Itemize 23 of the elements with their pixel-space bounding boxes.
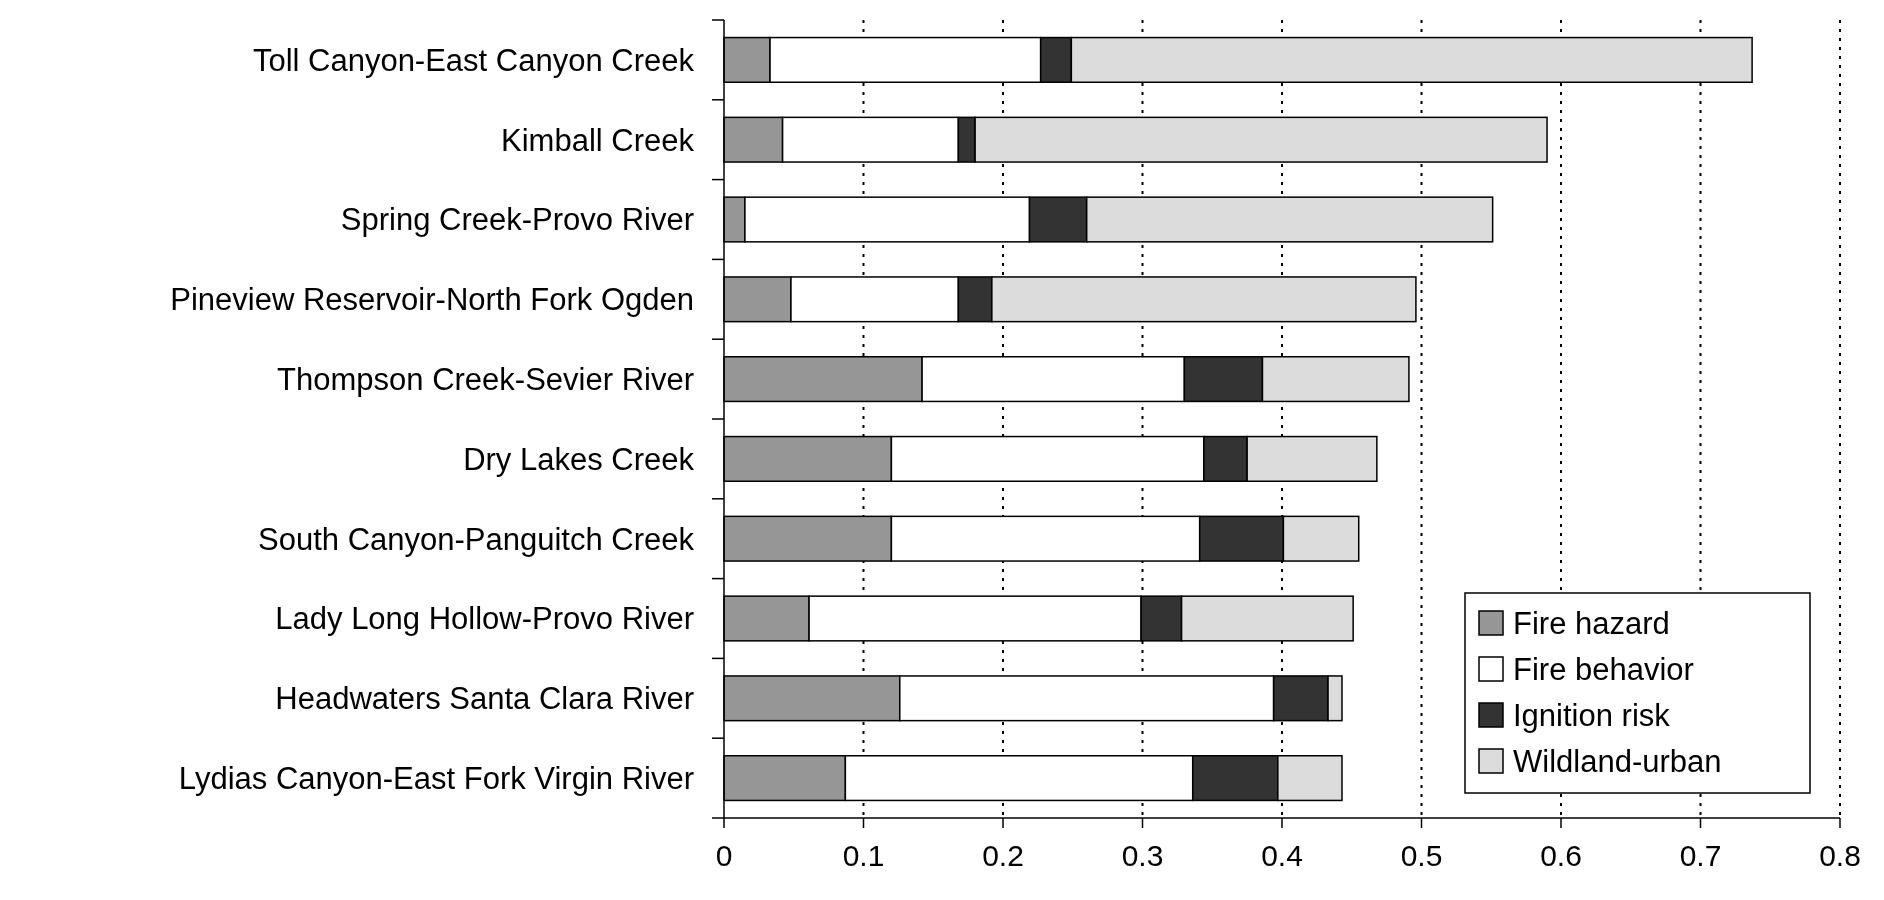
x-tick-label: 0.4 [1261, 839, 1303, 872]
x-tick-label: 0.1 [842, 839, 885, 872]
y-tick-label: Toll Canyon-East Canyon Creek [252, 42, 695, 78]
y-tick-label: Spring Creek-Provo River [340, 202, 694, 238]
legend-label: Fire hazard [1513, 605, 1670, 641]
y-tick-label: Kimball Creek [501, 122, 695, 158]
x-tick-label: 0 [715, 839, 733, 872]
y-tick-label: Thompson Creek-Sevier River [277, 361, 694, 397]
y-tick-label: Dry Lakes Creek [463, 441, 695, 477]
x-tick-label: 0.7 [1679, 839, 1722, 872]
x-tick-label: 0.5 [1400, 839, 1443, 872]
legend-label: Wildland-urban [1513, 743, 1722, 779]
y-tick-label: Lydias Canyon-East Fork Virgin River [178, 760, 694, 796]
y-tick-label: Headwaters Santa Clara River [275, 681, 694, 717]
y-tick-label: Pineview Reservoir-North Fork Ogden [170, 282, 694, 318]
y-tick-label: Lady Long Hollow-Provo River [275, 601, 694, 637]
x-tick-label: 0.6 [1540, 839, 1582, 872]
x-tick-label: 0.8 [1819, 839, 1861, 872]
y-tick-label: South Canyon-Panguitch Creek [258, 521, 695, 557]
x-tick-label: 0.2 [982, 839, 1024, 872]
legend-label: Fire behavior [1513, 651, 1694, 687]
x-tick-label: 0.3 [1121, 839, 1164, 872]
legend-label: Ignition risk [1513, 697, 1671, 733]
